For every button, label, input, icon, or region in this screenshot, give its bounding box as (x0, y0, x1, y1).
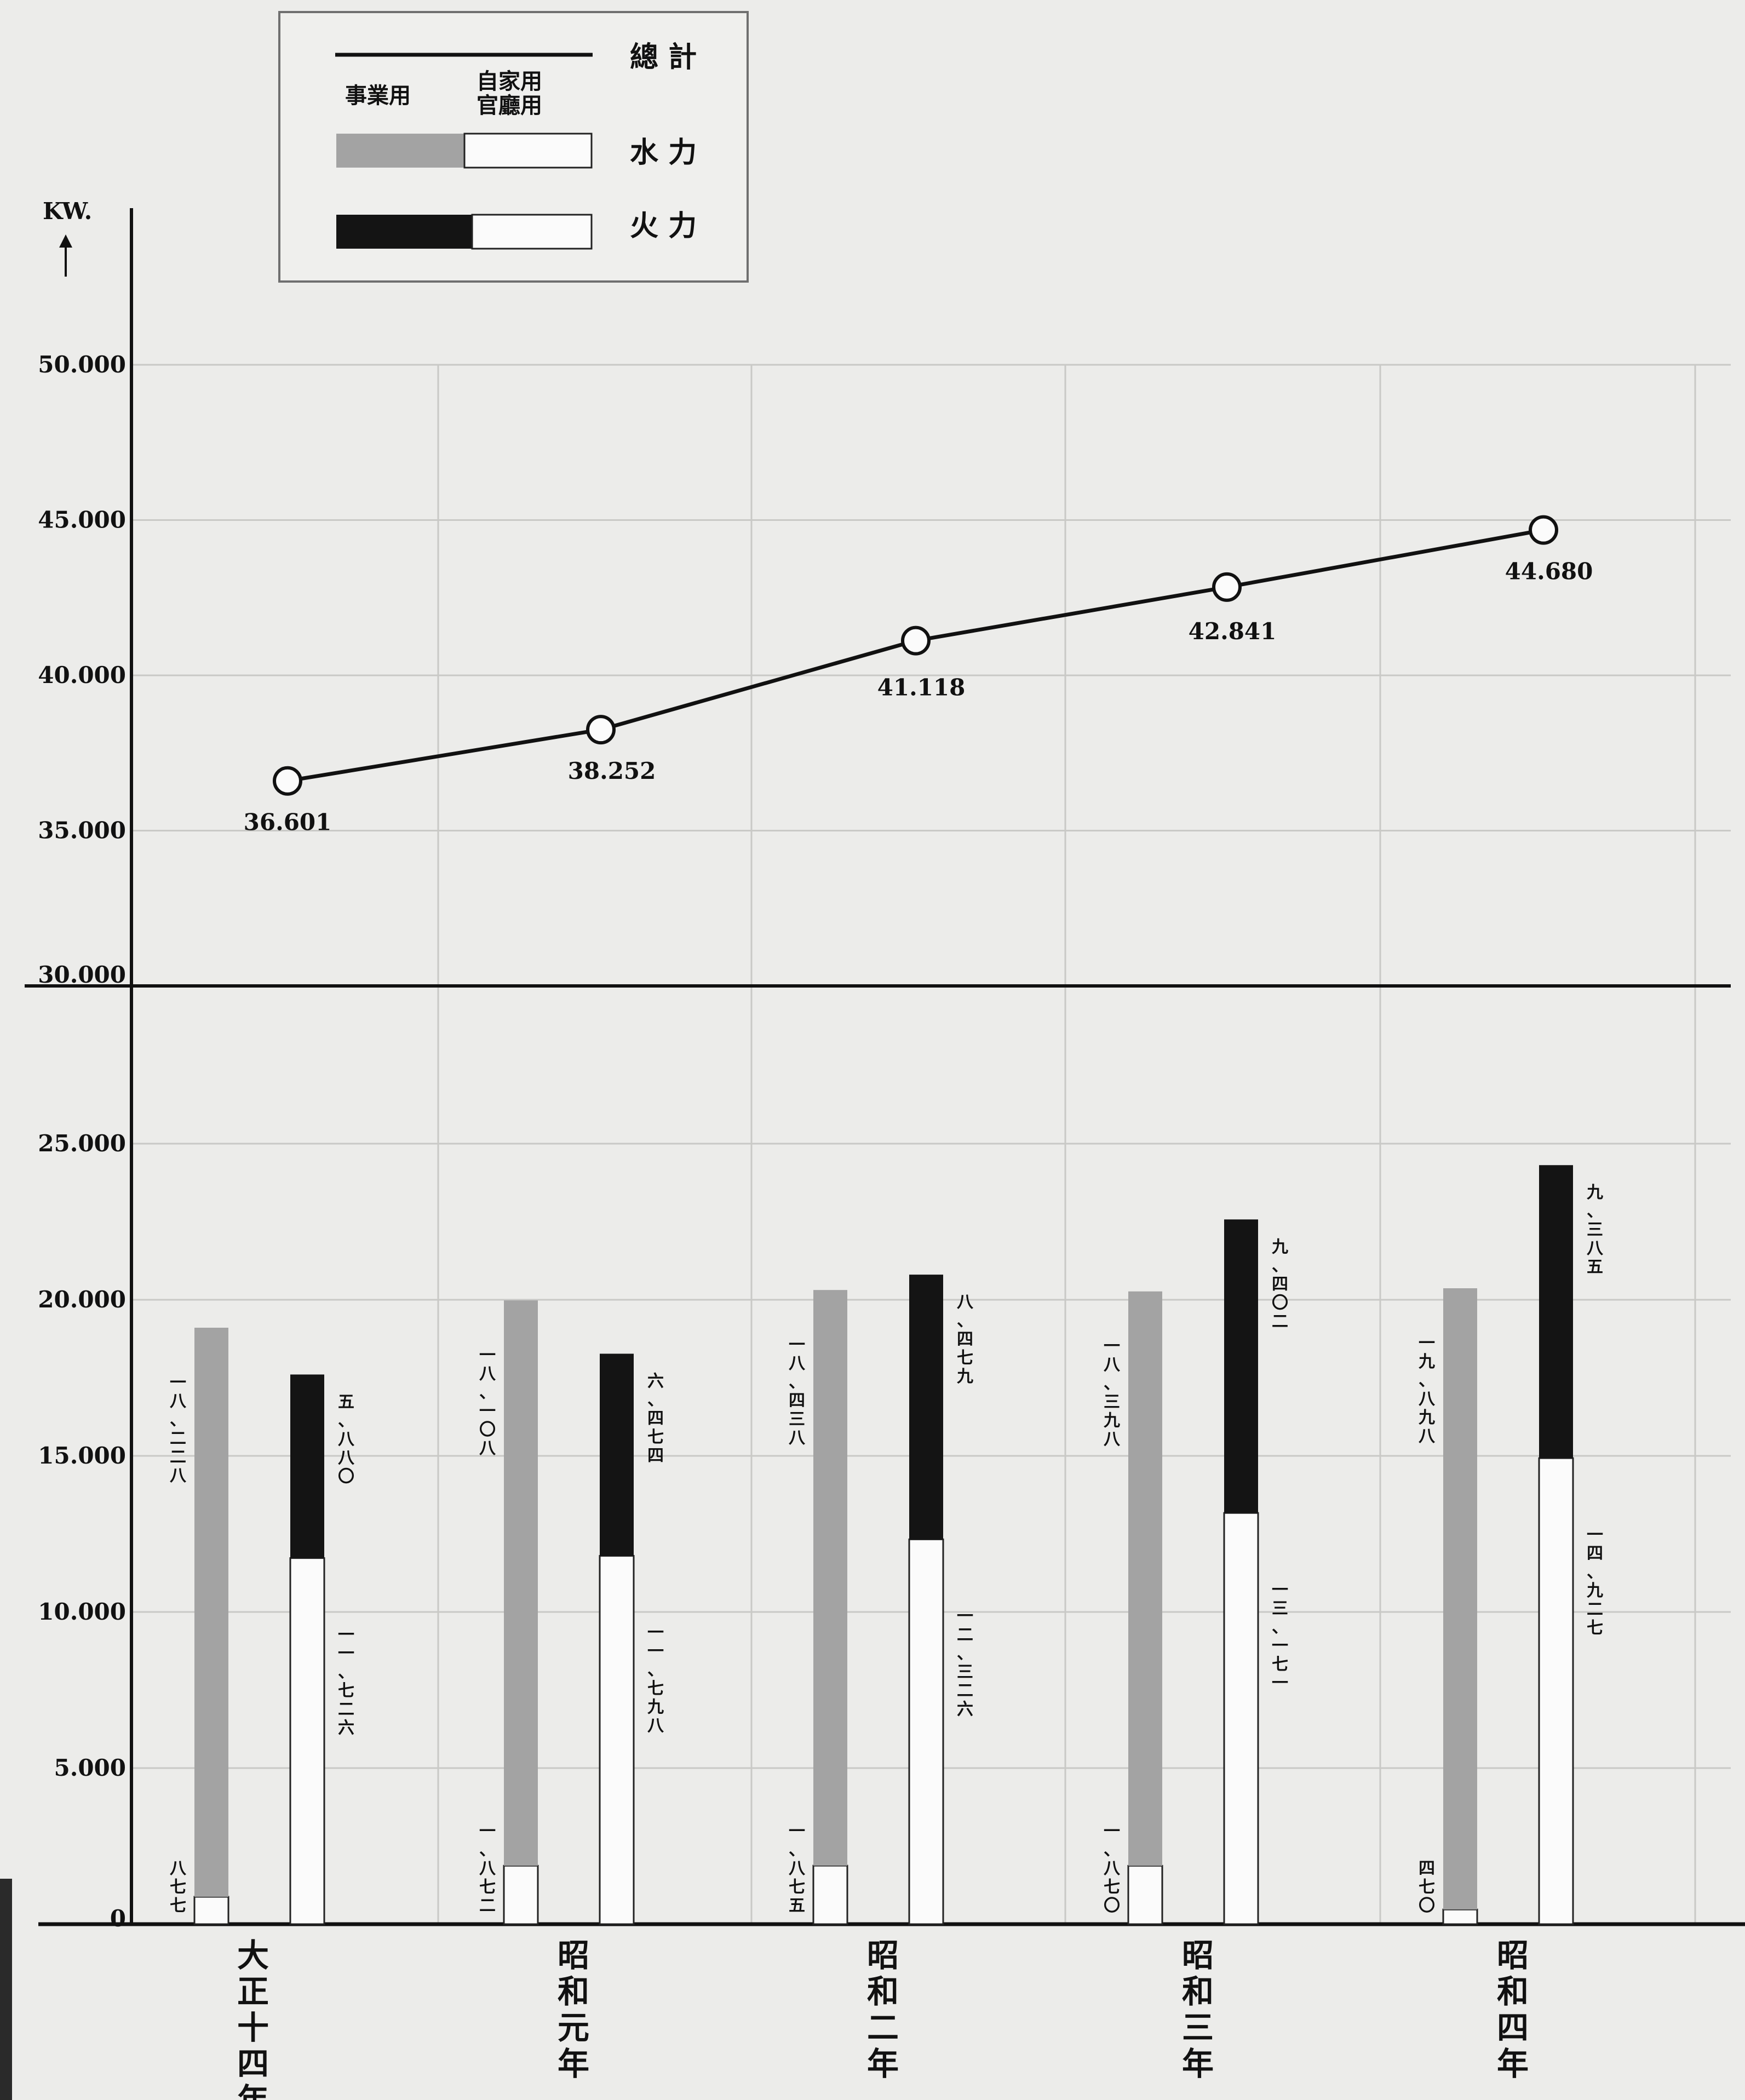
thermal-business-value-label: 六、四七四 (647, 1372, 664, 1465)
thermal-business-bar (1539, 1165, 1573, 1459)
up-arrow-icon (59, 234, 72, 277)
thermal-private-value-label: 一一、七九八 (647, 1623, 664, 1736)
hydro-private-value-label: 八七七 (170, 1859, 187, 1915)
legend-hydro-label: 水 力 (630, 136, 697, 169)
total-point-marker (586, 715, 616, 745)
legend-thermal-label: 火 力 (630, 209, 697, 243)
thermal-private-bar (908, 1538, 944, 1925)
hydro-private-bar (193, 1896, 229, 1925)
hydro-private-bar (503, 1864, 539, 1925)
hydro-business-bar (194, 1328, 228, 1897)
y-tick-label: 10.000 (38, 1598, 126, 1625)
total-point-marker (273, 766, 302, 796)
legend-private-label-1: 自家用 (477, 68, 542, 94)
legend-thermal-private-swatch (471, 214, 593, 250)
thermal-business-bar (600, 1353, 634, 1556)
legend-private-label-2: 官廳用 (477, 93, 542, 118)
legend-total-label: 總 計 (630, 41, 697, 74)
hydro-business-bar (813, 1290, 847, 1866)
total-point-label: 38.252 (568, 758, 656, 784)
total-point-marker (1212, 572, 1242, 602)
y-tick-label: 40.000 (38, 662, 126, 688)
hydro-private-value-label: 四七〇 (1419, 1859, 1435, 1915)
hydro-private-bar (1127, 1864, 1163, 1925)
legend-business-label: 事業用 (345, 83, 411, 108)
hydro-business-bar (1128, 1291, 1162, 1866)
hydro-business-value-label: 一八、三九八 (1104, 1337, 1121, 1449)
hydro-business-value-label: 一八、二二八 (170, 1373, 187, 1485)
hydro-private-bar (812, 1864, 848, 1925)
total-line (287, 528, 1544, 783)
thermal-private-bar (289, 1557, 325, 1925)
hydro-business-value-label: 一八、四三八 (789, 1335, 806, 1448)
hydro-private-value-label: 一、八七二 (479, 1822, 496, 1915)
total-point-label: 44.680 (1505, 558, 1593, 585)
thermal-business-value-label: 九、四〇二 (1272, 1237, 1288, 1331)
total-point-label: 42.841 (1189, 618, 1277, 645)
y-tick-label: 5.000 (54, 1754, 126, 1781)
hydro-business-bar (504, 1300, 538, 1866)
legend-hydro-private-swatch (463, 133, 593, 169)
y-axis-unit-label: KW. (43, 198, 92, 225)
thermal-business-value-label: 五、八八〇 (338, 1392, 355, 1486)
hydro-business-value-label: 一九、八九八 (1419, 1334, 1436, 1446)
y-tick-label: 35.000 (38, 817, 126, 844)
hydro-private-bar (1442, 1908, 1478, 1925)
y-tick-label: 30.000 (38, 961, 126, 988)
hydro-private-value-label: 一、八七〇 (1104, 1822, 1121, 1915)
thermal-business-bar (909, 1275, 943, 1540)
category-label: 昭和二年 (867, 1937, 899, 2082)
total-point-label: 41.118 (877, 674, 966, 701)
thermal-business-bar (1224, 1219, 1258, 1513)
hydro-business-bar (1443, 1288, 1477, 1910)
total-point-label: 36.601 (244, 809, 332, 836)
page-edge-shadow (0, 1879, 12, 2100)
legend: 總 計 事業用 自家用 官廳用 水 力 火 力 (278, 11, 749, 283)
y-tick-label: 20.000 (38, 1286, 126, 1313)
thermal-private-value-label: 一三、一七一 (1272, 1580, 1288, 1692)
y-tick-label: 50.000 (38, 351, 126, 378)
y-tick-labels: 50.000 45.000 40.000 35.000 30.000 25.000 20.0… (38, 351, 126, 1932)
total-line-series: 36.601 38.252 41.118 42.841 44.680 (244, 515, 1593, 836)
total-point-marker (1529, 515, 1558, 545)
thermal-business-value-label: 八、四七九 (957, 1293, 974, 1386)
y-tick-label: 0 (110, 1905, 126, 1932)
thermal-private-value-label: 一一、七二六 (338, 1626, 354, 1738)
legend-thermal-business-swatch (336, 215, 472, 249)
thermal-private-value-label: 一四、九二七 (1587, 1525, 1603, 1638)
total-point-marker (901, 626, 931, 656)
category-labels: 大正十四年 昭和元年 昭和二年 昭和三年 昭和四年 (237, 1937, 1529, 2100)
category-label: 昭和四年 (1497, 1937, 1529, 2082)
thermal-private-bar (1223, 1512, 1259, 1925)
thermal-private-bar (599, 1555, 635, 1925)
thermal-private-bar (1538, 1457, 1574, 1925)
y-tick-label: 45.000 (38, 507, 126, 533)
category-label: 昭和三年 (1182, 1937, 1214, 2082)
category-label: 昭和元年 (558, 1937, 589, 2082)
y-tick-label: 25.000 (38, 1130, 126, 1157)
y-tick-label: 15.000 (38, 1442, 126, 1469)
thermal-private-value-label: 一二、三二六 (957, 1606, 973, 1719)
legend-hydro-business-swatch (336, 134, 464, 168)
axes (25, 208, 1745, 1926)
category-label: 大正十四年 (237, 1937, 269, 2100)
thermal-business-value-label: 九、三八五 (1587, 1183, 1604, 1277)
thermal-business-bar (290, 1374, 324, 1558)
hydro-private-value-label: 一、八七五 (789, 1822, 806, 1915)
hydro-business-value-label: 一八、一〇八 (479, 1346, 496, 1458)
